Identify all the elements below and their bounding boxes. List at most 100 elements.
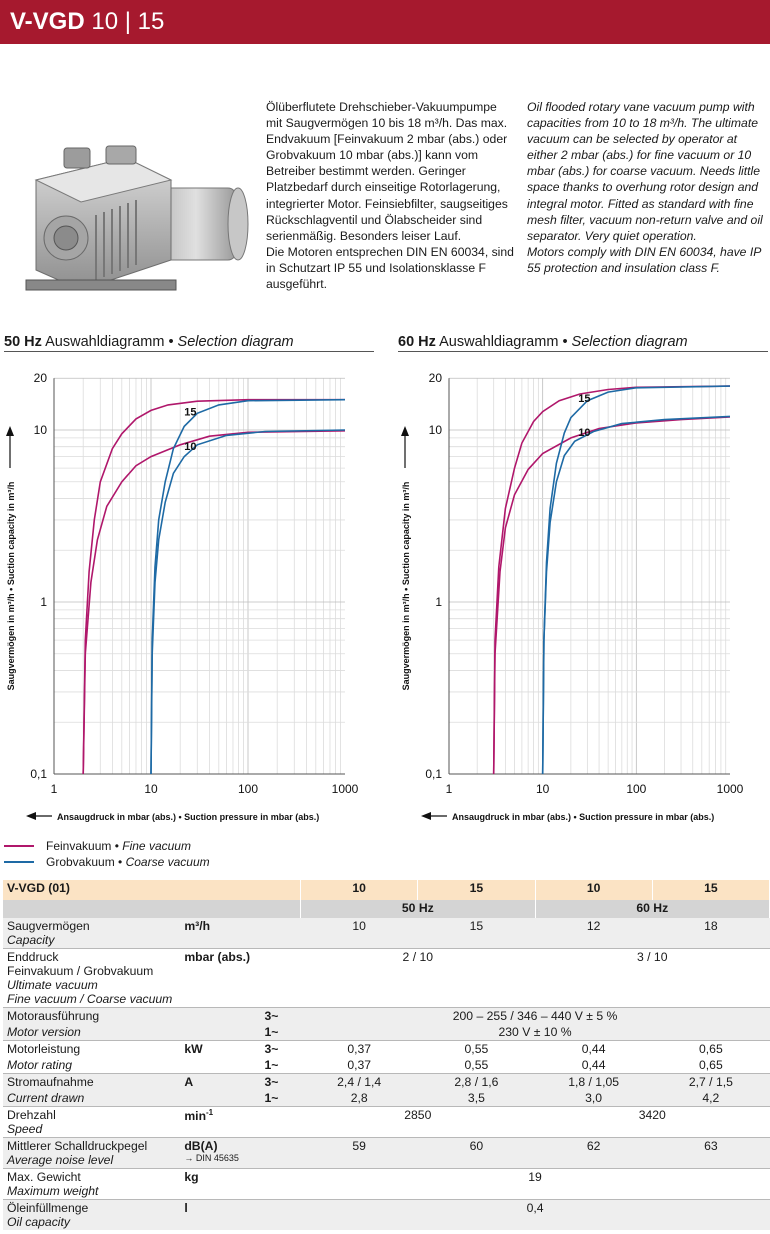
table-cell: 10 bbox=[300, 918, 418, 949]
table-cell: 2,7 / 1,5 bbox=[652, 1073, 770, 1090]
y-axis-label: Saugvermögen in m³/h • Suction capacity … bbox=[6, 482, 16, 691]
legend-fine-en: Fine vacuum bbox=[122, 839, 191, 853]
x-tick-label: 100 bbox=[238, 782, 258, 796]
table-cell: 60 bbox=[417, 1137, 536, 1169]
row-phase bbox=[260, 918, 301, 949]
table-cell: 2,4 / 1,4 bbox=[300, 1073, 418, 1090]
row-label: Drehzahl Speed bbox=[3, 1106, 181, 1138]
row-label-de: Enddruck bbox=[7, 950, 59, 964]
series-line-fine-10 bbox=[82, 430, 346, 775]
row-label-en: Ultimate vacuum bbox=[7, 978, 98, 992]
chart-50hz-title-sep: • bbox=[168, 334, 174, 350]
row-phase: 1~ bbox=[260, 1057, 301, 1074]
chart-50hz-freq: 50 Hz bbox=[4, 334, 42, 350]
row-phase: 3~ bbox=[260, 1040, 301, 1057]
row-label-en: Average noise level bbox=[7, 1153, 114, 1167]
series-line-fine-15 bbox=[82, 398, 345, 775]
legend-coarse-sep: • bbox=[118, 855, 123, 869]
description-english-motor: Motors comply with DIN EN 60034, have IP… bbox=[527, 244, 761, 275]
table-cell: 12 bbox=[535, 918, 653, 949]
arrow-up-icon bbox=[6, 426, 14, 436]
row-label-de: Motorleistung bbox=[3, 1040, 181, 1057]
legend-swatch-fine bbox=[4, 845, 34, 847]
row-label: Mittlerer Schalldruckpegel Average noise … bbox=[3, 1137, 181, 1169]
row-phase: 1~ bbox=[260, 1024, 301, 1041]
row-phase bbox=[260, 948, 301, 1008]
row-phase bbox=[260, 1168, 301, 1200]
table-size: 10 bbox=[535, 880, 653, 900]
legend-swatch-coarse bbox=[4, 861, 34, 863]
chart-legend: Feinvakuum • Fine vacuum Grobvakuum • Co… bbox=[4, 838, 210, 870]
table-row-speed: Drehzahl Speed min-1 2850 3420 bbox=[3, 1106, 770, 1138]
legend-item-fine-vacuum: Feinvakuum • Fine vacuum bbox=[4, 838, 210, 854]
product-name: V-VGD bbox=[10, 8, 85, 35]
row-label: Öleinfüllmenge Oil capacity bbox=[3, 1199, 181, 1230]
x-axis-label: Ansaugdruck in mbar (abs.) • Suction pre… bbox=[452, 812, 714, 822]
table-size: 15 bbox=[652, 880, 770, 900]
table-row-ultimate: Enddruck Feinvakuum / Grobvakuum Ultimate … bbox=[3, 948, 770, 1008]
table-freq-60: 60 Hz bbox=[535, 900, 770, 918]
row-label-en: Capacity bbox=[7, 933, 55, 947]
table-row-power: Motorleistung kW 3~ 0,37 0,55 0,44 0,65 bbox=[3, 1040, 770, 1057]
row-unit: m³/h bbox=[180, 918, 261, 949]
row-unit bbox=[180, 1057, 261, 1074]
description-german: Ölüberflutete Drehschieber-Vakuumpumpe m… bbox=[266, 99, 516, 292]
row-label-en2: Fine vacuum / Coarse vacuum bbox=[7, 992, 173, 1006]
table-cell: 3 / 10 bbox=[535, 948, 770, 1008]
row-label-de: Max. Gewicht bbox=[7, 1170, 81, 1184]
table-cell: 0,65 bbox=[652, 1057, 770, 1074]
spec-table: V-VGD (01) 10 15 10 15 50 Hz 60 Hz Saugv… bbox=[3, 880, 770, 1230]
x-axis-label: Ansaugdruck in mbar (abs.) • Suction pre… bbox=[57, 812, 319, 822]
table-row-current-1ph: Current drawn 1~ 2,8 3,5 3,0 4,2 bbox=[3, 1090, 770, 1107]
row-phase bbox=[260, 1199, 301, 1230]
x-tick-label: 10 bbox=[536, 782, 550, 796]
y-axis-label: Saugvermögen in m³/h • Suction capacity … bbox=[401, 482, 411, 691]
table-row-noise: Mittlerer Schalldruckpegel Average noise … bbox=[3, 1137, 770, 1169]
legend-coarse-de: Grobvakuum bbox=[46, 855, 115, 869]
y-tick-label: 0,1 bbox=[425, 767, 442, 781]
row-label-de2: Feinvakuum / Grobvakuum bbox=[7, 964, 154, 978]
description-english-text: Oil flooded rotary vane vacuum pump with… bbox=[527, 100, 763, 243]
table-row-capacity: Saugvermögen Capacity m³/h 10 15 12 18 bbox=[3, 918, 770, 949]
table-cell: 15 bbox=[417, 918, 536, 949]
arrow-left-icon bbox=[26, 812, 36, 820]
row-unit bbox=[180, 1090, 261, 1107]
chart-50hz-title: 50 Hz Auswahldiagramm • Selection diagra… bbox=[4, 334, 374, 352]
table-header-freq: 50 Hz 60 Hz bbox=[3, 900, 770, 918]
table-cell: 59 bbox=[300, 1137, 418, 1169]
series-line-coarse-10 bbox=[541, 415, 731, 775]
table-cell: 0,37 bbox=[300, 1057, 418, 1074]
row-phase bbox=[260, 1106, 301, 1138]
row-label-de: Saugvermögen bbox=[7, 919, 90, 933]
row-unit: A bbox=[180, 1073, 261, 1090]
table-header-blank bbox=[3, 900, 302, 918]
table-cell: 4,2 bbox=[652, 1090, 770, 1107]
y-tick-label: 20 bbox=[429, 371, 443, 385]
row-phase: 3~ bbox=[260, 1007, 301, 1024]
row-label-en: Motor rating bbox=[3, 1057, 181, 1074]
table-row-oil: Öleinfüllmenge Oil capacity l 0,4 bbox=[3, 1199, 770, 1230]
table-row-motor-version-1ph: Motor version 1~ 230 V ± 10 % bbox=[3, 1024, 770, 1041]
x-tick-label: 1000 bbox=[717, 782, 744, 796]
y-tick-label: 0,1 bbox=[30, 767, 47, 781]
table-size: 15 bbox=[417, 880, 536, 900]
table-cell: 3,0 bbox=[535, 1090, 653, 1107]
chart-60hz-title-de: Auswahldiagramm bbox=[439, 334, 559, 350]
arrow-left-icon bbox=[421, 812, 431, 820]
row-phase bbox=[260, 1137, 301, 1169]
arrow-up-icon bbox=[401, 426, 409, 436]
product-sizes: 10 | 15 bbox=[91, 8, 165, 35]
row-label: Saugvermögen Capacity bbox=[3, 918, 181, 949]
table-cell: 200 – 255 / 346 – 440 V ± 5 % bbox=[300, 1007, 770, 1024]
table-row-current: Stromaufnahme A 3~ 2,4 / 1,4 2,8 / 1,6 1… bbox=[3, 1073, 770, 1090]
row-label-en: Speed bbox=[7, 1122, 43, 1136]
legend-fine-sep: • bbox=[114, 839, 119, 853]
curve-label-10: 10 bbox=[184, 441, 196, 453]
legend-item-coarse-vacuum: Grobvakuum • Coarse vacuum bbox=[4, 854, 210, 870]
table-cell: 0,65 bbox=[652, 1040, 770, 1057]
row-label-en: Current drawn bbox=[3, 1090, 181, 1107]
chart-50hz-title-en: Selection diagram bbox=[177, 334, 294, 350]
curve-label-10: 10 bbox=[578, 427, 590, 439]
row-label-de: Mittlerer Schalldruckpegel bbox=[7, 1139, 148, 1153]
row-unit: l bbox=[180, 1199, 261, 1230]
